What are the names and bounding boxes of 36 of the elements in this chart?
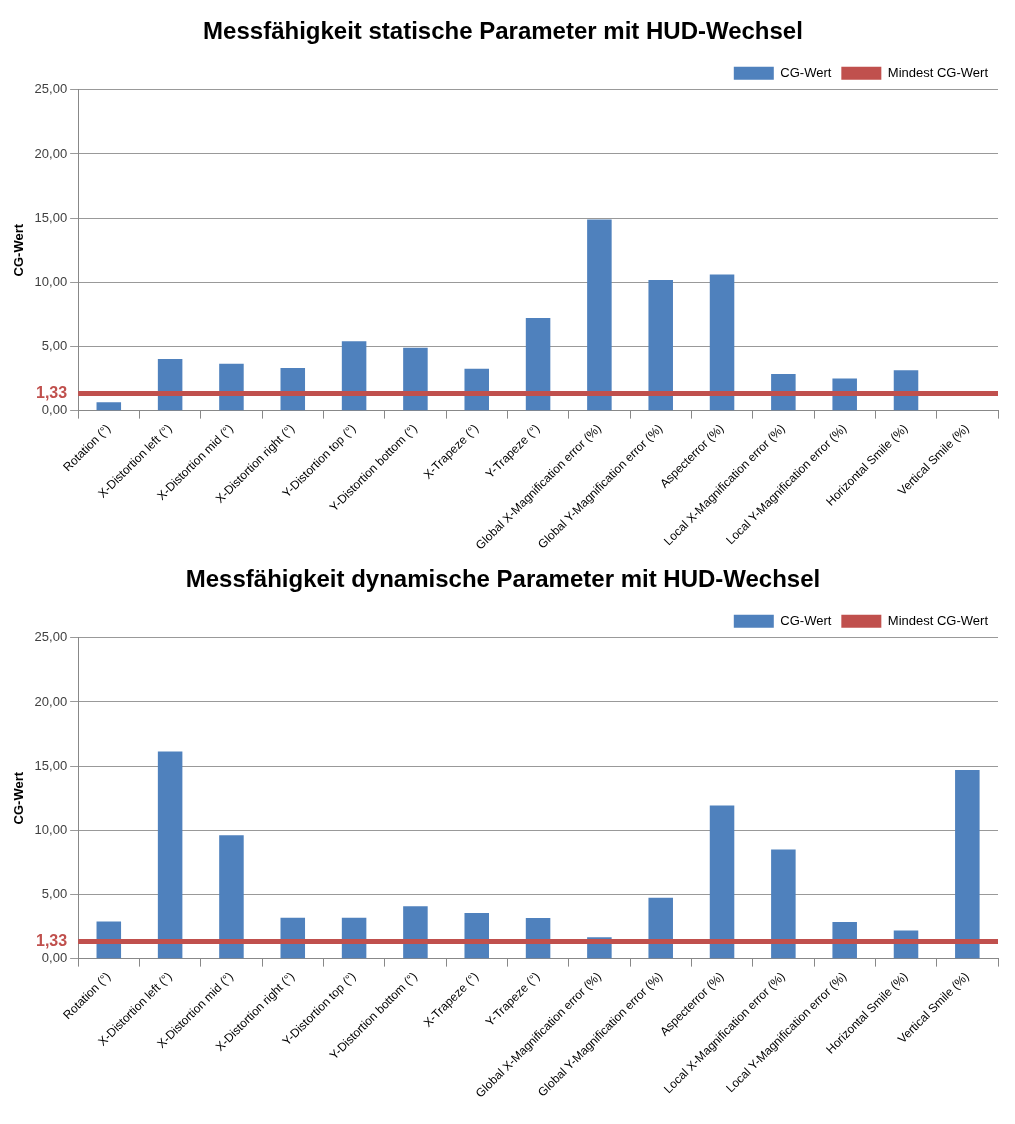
bar [709, 805, 735, 959]
bar [341, 341, 367, 411]
y-tick-label: 25,00 [34, 81, 68, 97]
bar [709, 274, 735, 411]
legend-label: CG-Wert [780, 64, 832, 80]
chart-title: Messfähigkeit statische Parameter mit HUD-Wechsel [203, 17, 803, 45]
y-tick-label: 10,00 [34, 821, 68, 837]
bar [648, 897, 673, 959]
y-tick-label: 20,00 [34, 693, 68, 709]
legend-label: Mindest CG-Wert [887, 612, 989, 628]
y-tick-label: 5,00 [41, 338, 68, 354]
bar [403, 347, 428, 411]
chart-title: Messfähigkeit dynamische Parameter mit HUD-Wechsel [185, 565, 821, 593]
bar [587, 219, 612, 411]
y-tick-label: 1,33 [35, 383, 68, 401]
y-axis-title: CG-Wert [11, 223, 27, 277]
bar [96, 402, 122, 411]
legend-label: CG-Wert [780, 612, 832, 628]
y-tick-label: 25,00 [34, 629, 68, 645]
y-tick-label: 0,00 [41, 950, 68, 966]
y-tick-label: 5,00 [41, 886, 68, 902]
y-tick-label: 15,00 [34, 757, 68, 773]
legend-label: Mindest CG-Wert [887, 64, 989, 80]
y-tick-label: 0,00 [41, 402, 68, 418]
bar [648, 280, 673, 411]
bar [771, 849, 796, 959]
y-tick-label: 10,00 [34, 273, 68, 289]
y-tick-label: 15,00 [34, 209, 68, 225]
bar [157, 751, 183, 959]
y-tick-label: 20,00 [34, 145, 68, 161]
y-axis-title: CG-Wert [11, 771, 27, 825]
y-tick-label: 1,33 [35, 931, 68, 949]
bar [955, 770, 980, 959]
bar [219, 835, 244, 959]
bar [525, 317, 551, 411]
bar [403, 906, 428, 959]
